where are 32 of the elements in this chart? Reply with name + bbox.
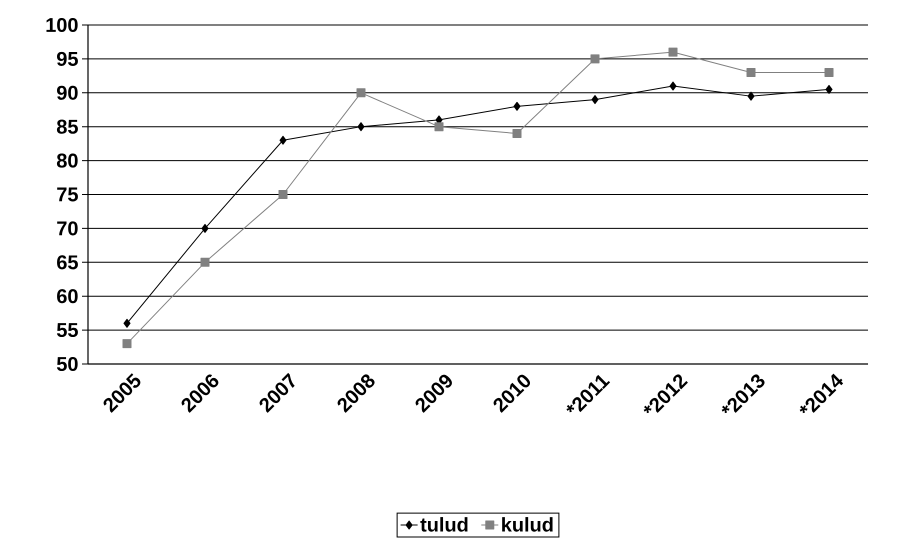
- point: [356, 88, 366, 98]
- y-tick-label: 90: [57, 86, 78, 100]
- y-tick-label: 65: [57, 255, 78, 270]
- point: [512, 128, 522, 138]
- legend-label: kulud: [502, 517, 553, 532]
- point: [280, 136, 287, 145]
- point: [358, 122, 365, 132]
- y-tick-label: 75: [57, 188, 78, 202]
- point: [590, 54, 600, 64]
- point: [826, 84, 833, 94]
- y-tick-label: 60: [57, 289, 78, 304]
- y-tick-label: 100: [46, 18, 78, 32]
- point: [434, 122, 444, 132]
- point: [202, 224, 209, 233]
- y-tick-label: 55: [56, 323, 78, 338]
- point: [124, 318, 130, 328]
- point: [278, 190, 288, 199]
- point: [670, 82, 677, 91]
- y-tick-label: 85: [56, 120, 78, 134]
- y-tick-label: 50: [56, 356, 78, 372]
- y-tick-label: 70: [57, 221, 78, 236]
- point: [668, 48, 678, 57]
- point: [746, 68, 756, 77]
- legend-label: tulud: [420, 517, 468, 532]
- point: [592, 95, 599, 104]
- y-tick-label: 95: [57, 52, 78, 66]
- point: [200, 258, 210, 267]
- point: [824, 68, 834, 77]
- y-tick-label: 80: [56, 154, 78, 168]
- point: [122, 339, 132, 348]
- point: [748, 92, 755, 101]
- point: [514, 102, 521, 111]
